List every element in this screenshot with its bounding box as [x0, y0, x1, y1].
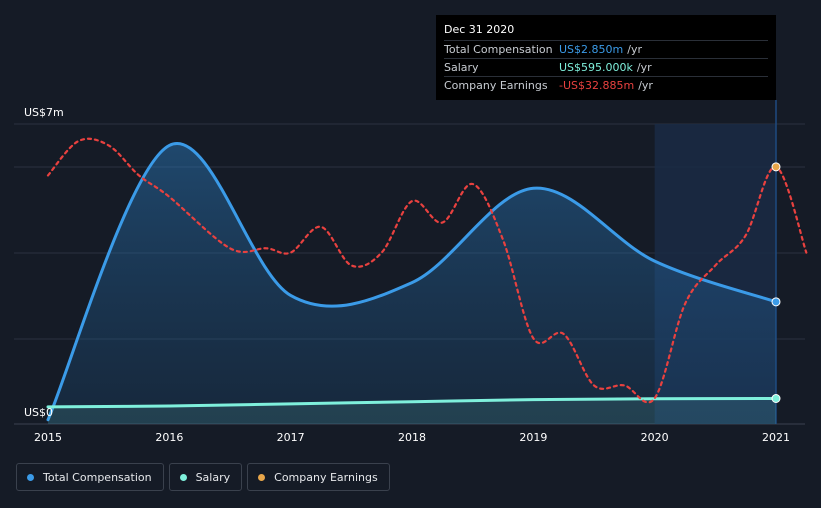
tooltip-row-total: Total Compensation US$2.850m /yr: [444, 40, 768, 58]
tooltip-value: -US$32.885m: [559, 79, 635, 92]
tooltip-label: Total Compensation: [444, 43, 553, 56]
y-tick-label-top: US$7m: [24, 106, 64, 119]
end-markers: [771, 162, 781, 403]
legend-label: Salary: [195, 470, 231, 484]
tooltip-unit: /yr: [636, 61, 652, 74]
tooltip-row-salary: Salary US$595.000k /yr: [444, 58, 768, 76]
legend-dot-icon: [258, 473, 266, 481]
x-tick-label: 2017: [277, 431, 305, 444]
salary-end-point: [771, 394, 781, 403]
x-tick-label: 2020: [641, 431, 669, 444]
axes: 2015 2016 2017 2018 2019 2020 2021 US$7m US$0: [24, 106, 790, 444]
legend-dot-icon: [27, 473, 34, 481]
tooltip: Dec 31 2020 Total Compensation US$2.850m…: [436, 15, 776, 100]
salary-line: [46, 397, 778, 409]
x-tick-label: 2018: [398, 431, 426, 444]
tooltip-label: Company Earnings: [444, 79, 548, 92]
tooltip-row-earnings: Company Earnings -US$32.885m /yr: [444, 76, 768, 94]
x-tick-label: 2021: [762, 431, 790, 444]
company-earnings-line: [46, 137, 808, 404]
legend-item-company-earnings[interactable]: Company Earnings: [247, 463, 390, 491]
tooltip-date: Dec 31 2020: [444, 23, 515, 36]
x-tick-label: 2015: [34, 431, 62, 444]
legend-item-salary[interactable]: Salary: [168, 463, 243, 491]
total-compensation-end-point: [771, 297, 781, 307]
legend-dot-icon: [179, 473, 187, 481]
total-compensation-line: [46, 141, 778, 422]
salary-area: [48, 398, 776, 424]
tooltip-unit: /yr: [627, 43, 642, 56]
legend-label: Company Earnings: [274, 470, 378, 484]
tooltip-label: Salary: [444, 61, 479, 74]
x-tick-label: 2016: [155, 431, 183, 444]
tooltip-value: US$2.850m: [559, 43, 624, 56]
company-earnings-end-point: [771, 162, 781, 172]
legend: Total Compensation Salary Company Earnin…: [16, 463, 390, 491]
tooltip-unit: /yr: [638, 79, 653, 92]
legend-label: Total Compensation: [43, 470, 152, 484]
series-layer: [46, 137, 808, 424]
y-tick-label-bottom: US$0: [24, 406, 53, 419]
tooltip-value: US$595.000k: [559, 61, 633, 74]
legend-item-total-compensation[interactable]: Total Compensation: [16, 463, 164, 491]
x-tick-label: 2019: [519, 431, 547, 444]
